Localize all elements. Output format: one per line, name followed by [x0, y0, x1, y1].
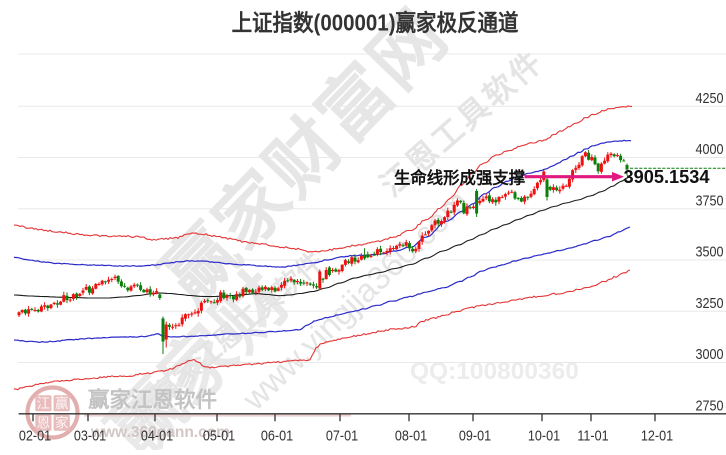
svg-text:4250: 4250 [695, 90, 723, 106]
svg-text:4000: 4000 [695, 141, 723, 157]
svg-text:3500: 3500 [695, 244, 723, 260]
svg-text:08-01: 08-01 [395, 427, 427, 443]
svg-text:11-01: 11-01 [577, 427, 608, 443]
svg-text:3905.1534: 3905.1534 [624, 167, 711, 187]
svg-text:上证指数(000001)赢家极反通道: 上证指数(000001)赢家极反通道 [232, 10, 519, 36]
svg-text:05-01: 05-01 [203, 427, 235, 443]
svg-text:07-01: 07-01 [326, 427, 358, 443]
svg-text:02-01: 02-01 [19, 427, 51, 443]
svg-text:03-01: 03-01 [74, 427, 106, 443]
svg-text:3250: 3250 [695, 295, 723, 311]
svg-text:家: 家 [55, 415, 69, 431]
svg-text:赢: 赢 [55, 395, 69, 411]
svg-text:赢家江恩软件: 赢家江恩软件 [88, 387, 217, 412]
svg-text:09-01: 09-01 [459, 427, 491, 443]
svg-text:10-01: 10-01 [528, 427, 560, 443]
svg-text:12-01: 12-01 [641, 427, 673, 443]
svg-text:www.360gann.com: www.360gann.com [90, 424, 230, 441]
svg-text:04-01: 04-01 [141, 427, 173, 443]
svg-text:3750: 3750 [695, 193, 723, 209]
svg-text:恩: 恩 [37, 416, 51, 431]
svg-text:2750: 2750 [695, 398, 723, 414]
svg-text:06-01: 06-01 [261, 427, 293, 443]
svg-text:江: 江 [37, 396, 51, 411]
svg-text:生命线形成强支撑: 生命线形成强支撑 [394, 169, 526, 188]
svg-text:3000: 3000 [695, 346, 723, 362]
